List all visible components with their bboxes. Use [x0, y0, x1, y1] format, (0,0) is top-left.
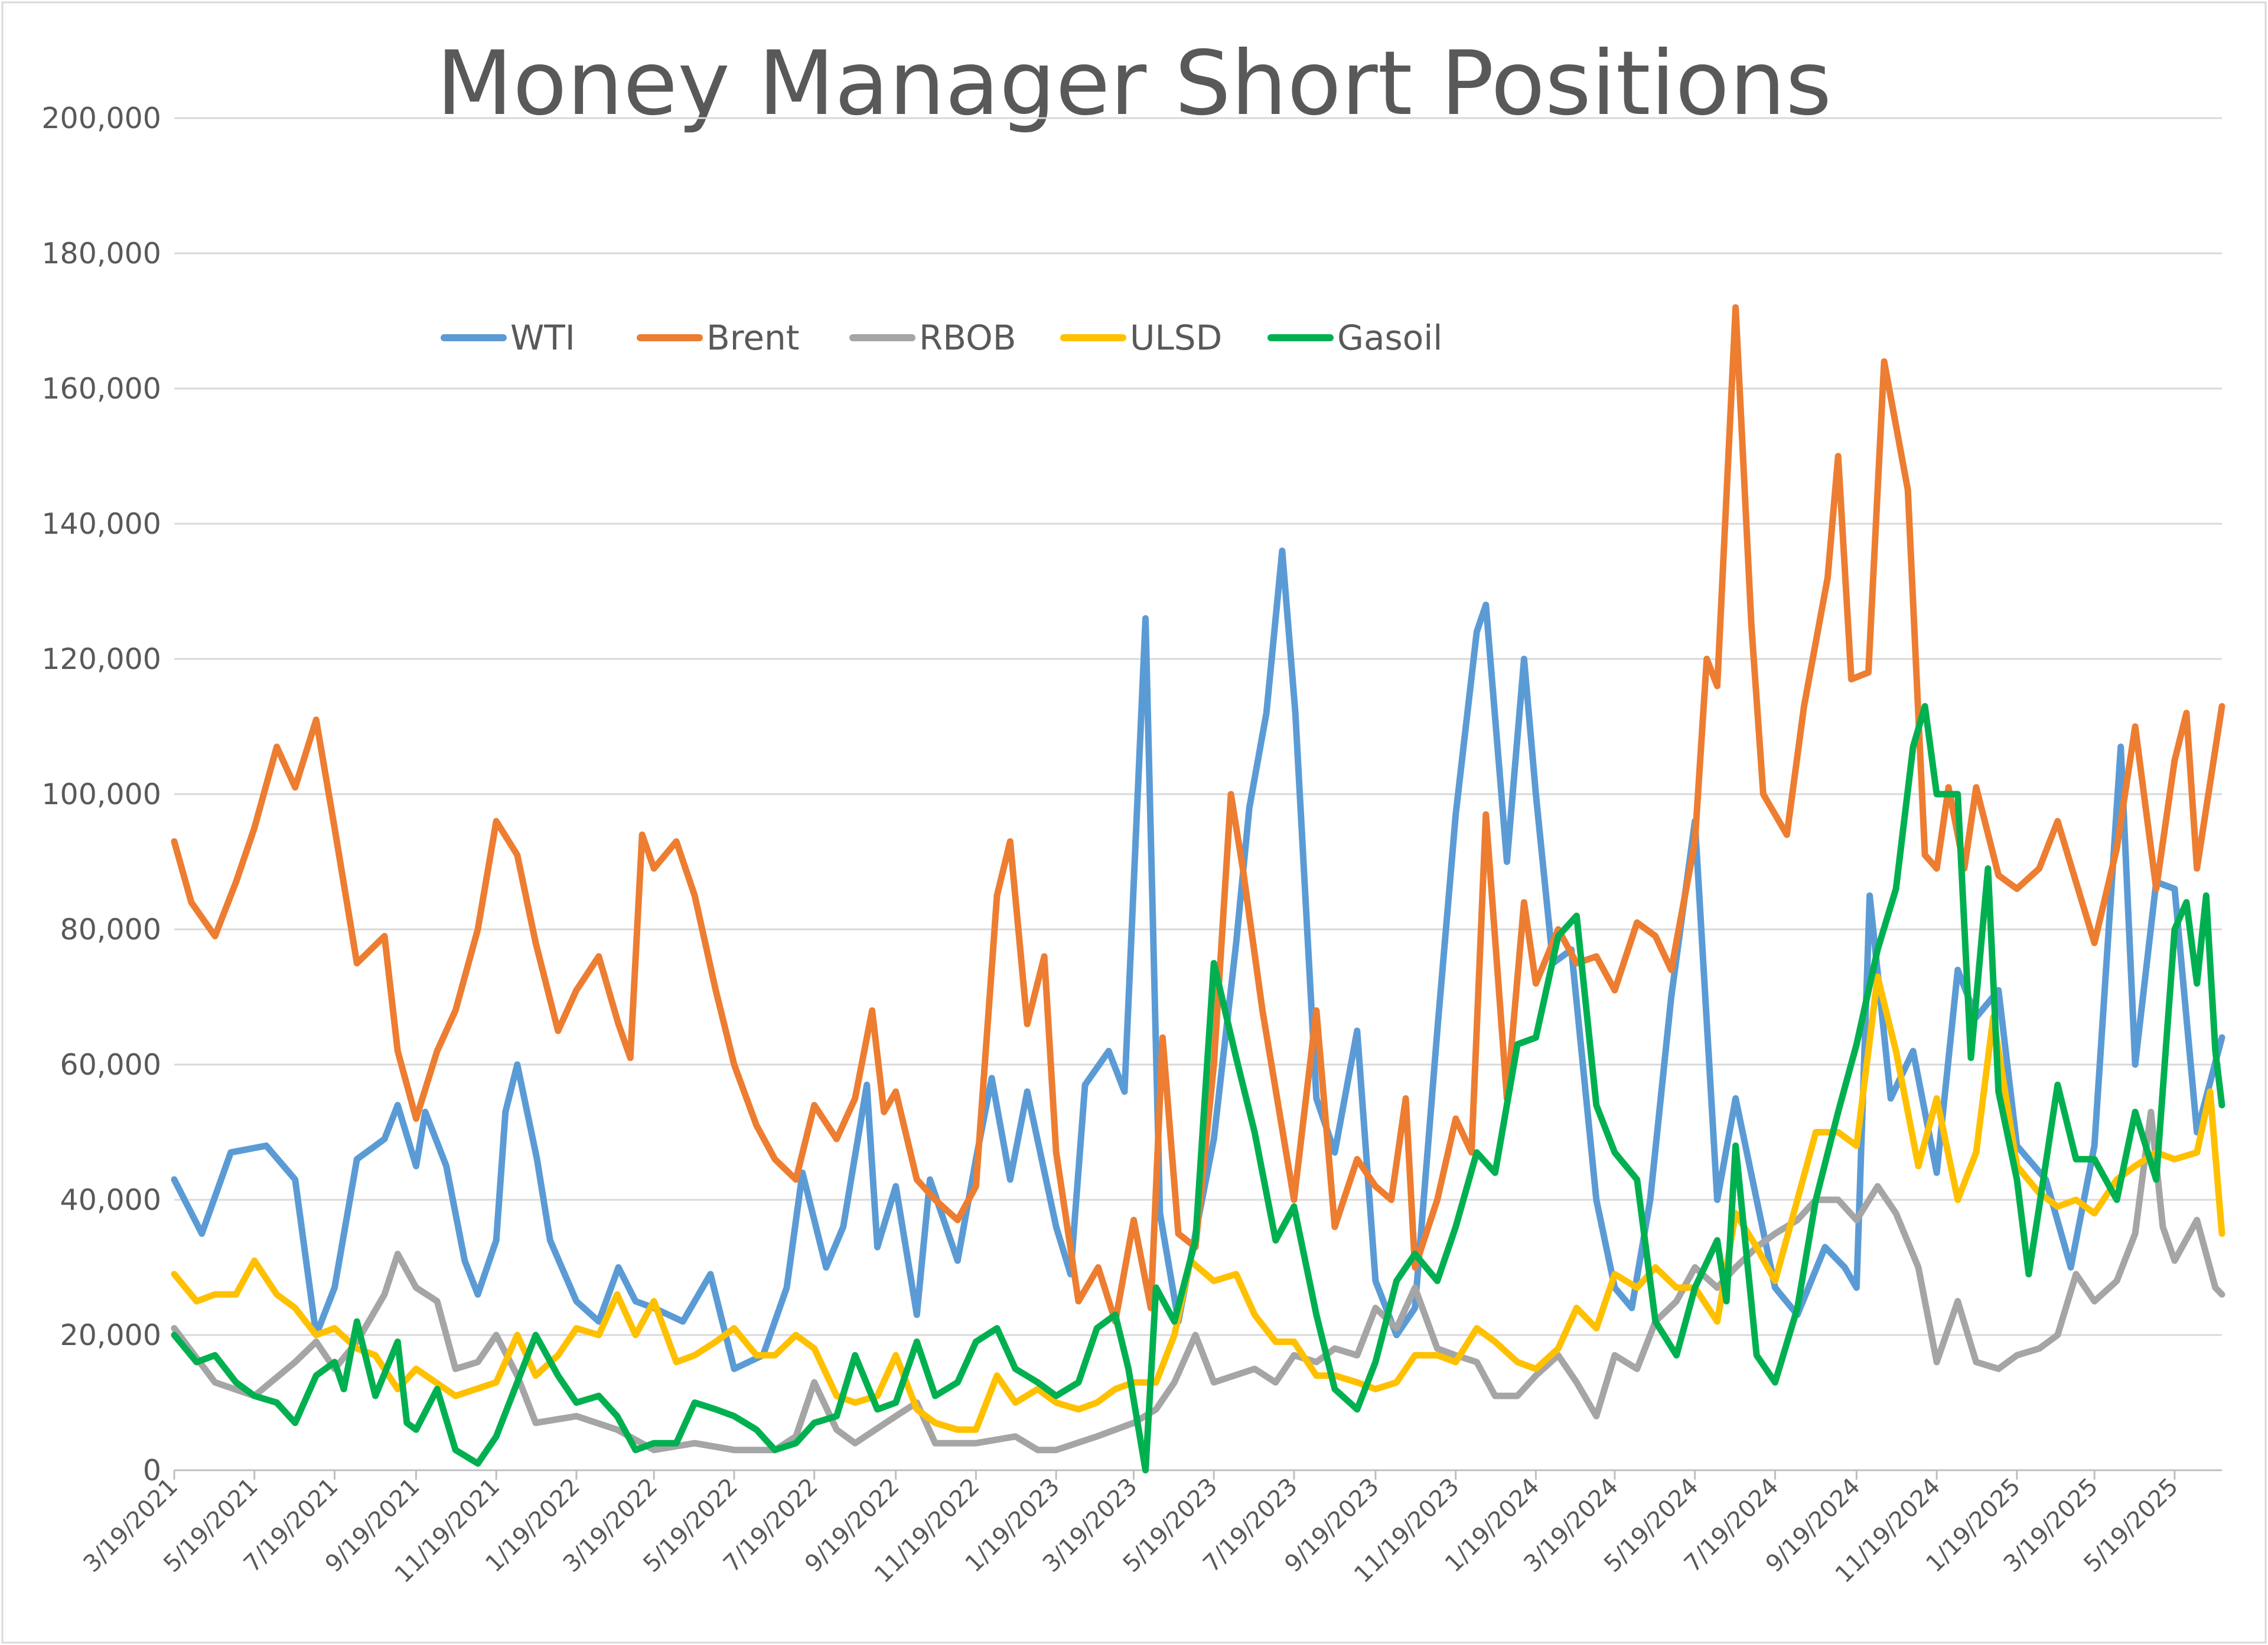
- y-tick-label: 200,000: [41, 102, 161, 135]
- legend: WTI Brent RBOB ULSD Gasoil: [441, 318, 1442, 358]
- series-line-wti: [171, 547, 2225, 1372]
- legend-label: ULSD: [1130, 318, 1222, 358]
- legend-label: Gasoil: [1337, 318, 1442, 358]
- y-tick-label: 180,000: [41, 237, 161, 270]
- series-line-brent: [171, 304, 2225, 1325]
- y-tick-label: 0: [143, 1454, 161, 1487]
- legend-item-ulsd: ULSD: [1060, 318, 1222, 358]
- series-line-ulsd: [171, 973, 2225, 1433]
- y-tick-label: 100,000: [41, 778, 161, 811]
- series-line-rbob: [171, 1108, 2225, 1454]
- y-tick-label: 120,000: [41, 642, 161, 676]
- x-axis: 3/19/20215/19/20217/19/20219/19/202111/1…: [79, 1469, 2222, 1588]
- series-line-gasoil: [171, 703, 2225, 1474]
- y-tick-label: 20,000: [60, 1318, 161, 1352]
- legend-label: WTI: [510, 318, 575, 358]
- series-lines: [171, 304, 2225, 1474]
- y-tick-label: 60,000: [60, 1048, 161, 1082]
- legend-item-brent: Brent: [637, 318, 800, 358]
- legend-item-gasoil: Gasoil: [1267, 318, 1442, 358]
- y-tick-label: 40,000: [60, 1183, 161, 1217]
- y-tick-label: 140,000: [41, 507, 161, 541]
- legend-label: RBOB: [919, 318, 1016, 358]
- y-axis: 0 20,000 40,000 60,000 80,000 100,000 120,000 1…: [41, 102, 161, 1487]
- legend-item-wti: WTI: [441, 318, 575, 358]
- legend-item-rbob: RBOB: [849, 318, 1016, 358]
- y-tick-label: 160,000: [41, 372, 161, 406]
- y-tick-label: 80,000: [60, 913, 161, 946]
- legend-label: Brent: [706, 318, 800, 358]
